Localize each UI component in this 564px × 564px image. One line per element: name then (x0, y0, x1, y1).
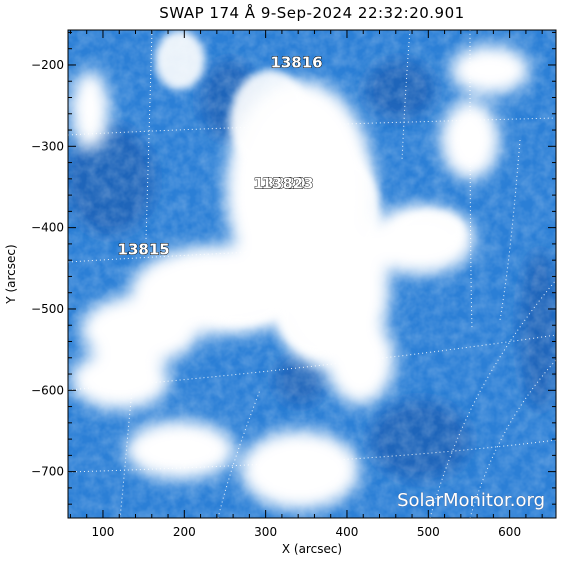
x-tick-label: 600 (498, 525, 521, 539)
y-tick-label: −500 (31, 302, 64, 316)
y-tick-label: −200 (31, 58, 64, 72)
x-tick-label: 400 (336, 525, 359, 539)
axis-tick-labels: 100 200 300 400 500 600 −200 −300 −400 −500 −600 −7… (31, 58, 521, 539)
image-title: SWAP 174 Å 9-Sep-2024 22:32:20.901 (159, 4, 465, 22)
active-region-label-13816: 13816 (270, 53, 322, 71)
x-axis-title: X (arcsec) (282, 542, 342, 556)
active-region-label-13820: 13820 (253, 175, 305, 193)
plot-frame (67, 29, 557, 519)
heliographic-grid (68, 30, 556, 518)
y-tick-label: −700 (31, 465, 64, 479)
active-region-label-13823: 13823 (262, 175, 314, 193)
y-tick-label: −600 (31, 383, 64, 397)
active-region-label-13815: 13815 (118, 240, 170, 258)
euv-image (68, 30, 556, 518)
axis-ticks (68, 30, 556, 518)
x-tick-label: 100 (92, 525, 115, 539)
solarmonitor-watermark: SolarMonitor.org (397, 490, 545, 511)
y-axis-title: Y (arcsec) (4, 244, 18, 304)
x-tick-label: 300 (254, 525, 277, 539)
x-tick-label: 200 (173, 525, 196, 539)
y-tick-label: −400 (31, 221, 64, 235)
x-tick-label: 500 (417, 525, 440, 539)
y-tick-label: −300 (31, 139, 64, 153)
